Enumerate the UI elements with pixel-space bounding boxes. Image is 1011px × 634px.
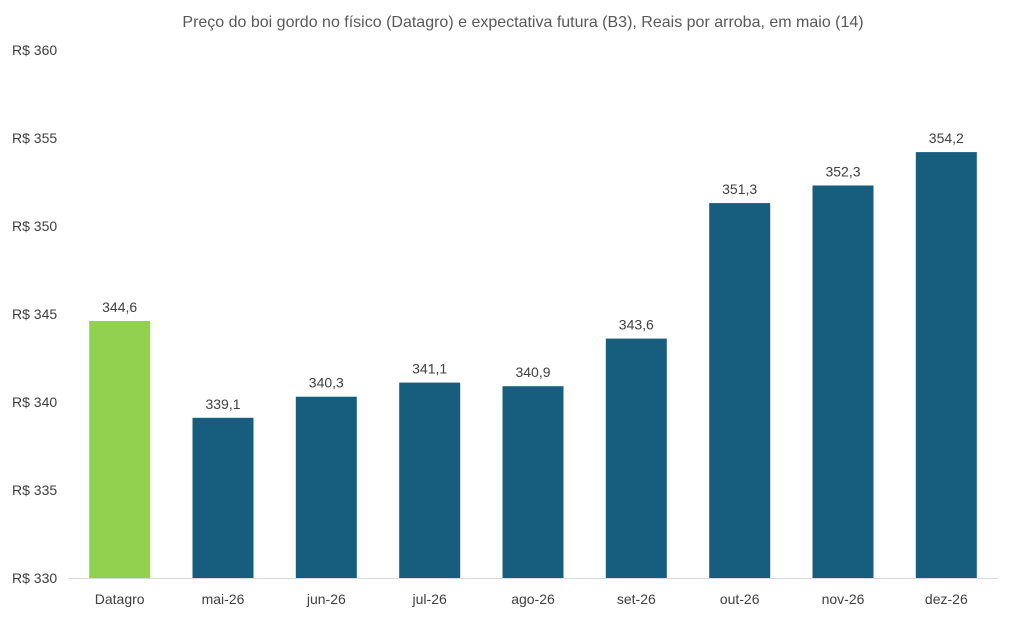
bar-Datagro <box>89 321 151 578</box>
y-tick-label: R$ 335 <box>12 482 57 498</box>
bar-ago-26 <box>502 386 564 578</box>
bar-value-label: 352,3 <box>825 164 860 180</box>
bar-nov-26 <box>812 185 874 578</box>
bar-value-label: 351,3 <box>722 181 757 197</box>
value-labels-group: 344,6 339,1 340,3 341,1 340,9 343,6 351,3 352,3… <box>102 130 964 412</box>
y-axis: R$ 330 R$ 335 R$ 340 R$ 345 R$ 350 R$ 355 R$ 3… <box>12 42 57 586</box>
bar-jul-26 <box>399 382 461 578</box>
x-tick-label: dez-26 <box>925 591 968 607</box>
y-tick-label: R$ 350 <box>12 218 57 234</box>
chart-title: Preço do boi gordo no físico (Datagro) e… <box>182 14 864 31</box>
bar-value-label: 339,1 <box>205 396 240 412</box>
bar-jun-26 <box>295 396 357 578</box>
x-tick-label: mai-26 <box>202 591 245 607</box>
bar-value-label: 340,3 <box>309 375 344 391</box>
x-tick-label: Datagro <box>95 591 145 607</box>
bar-set-26 <box>605 338 667 578</box>
x-tick-label: out-26 <box>720 591 760 607</box>
bar-out-26 <box>709 203 771 578</box>
y-tick-label: R$ 340 <box>12 394 57 410</box>
bar-value-label: 341,1 <box>412 361 447 377</box>
x-tick-label: jun-26 <box>306 591 346 607</box>
bar-value-label: 344,6 <box>102 299 137 315</box>
x-tick-label: set-26 <box>617 591 656 607</box>
y-tick-label: R$ 360 <box>12 42 57 58</box>
bar-value-label: 354,2 <box>929 130 964 146</box>
y-tick-label: R$ 345 <box>12 306 57 322</box>
bar-mai-26 <box>192 417 254 578</box>
bar-value-label: 340,9 <box>515 364 550 380</box>
bars-group <box>89 152 977 578</box>
bar-value-label: 343,6 <box>619 317 654 333</box>
x-tick-label: nov-26 <box>822 591 865 607</box>
x-tick-label: ago-26 <box>511 591 555 607</box>
x-axis: Datagro mai-26 jun-26 jul-26 ago-26 set-26 out… <box>68 578 998 607</box>
y-tick-label: R$ 330 <box>12 570 57 586</box>
bar-dez-26 <box>915 152 977 578</box>
y-tick-label: R$ 355 <box>12 130 57 146</box>
x-tick-label: jul-26 <box>412 591 447 607</box>
